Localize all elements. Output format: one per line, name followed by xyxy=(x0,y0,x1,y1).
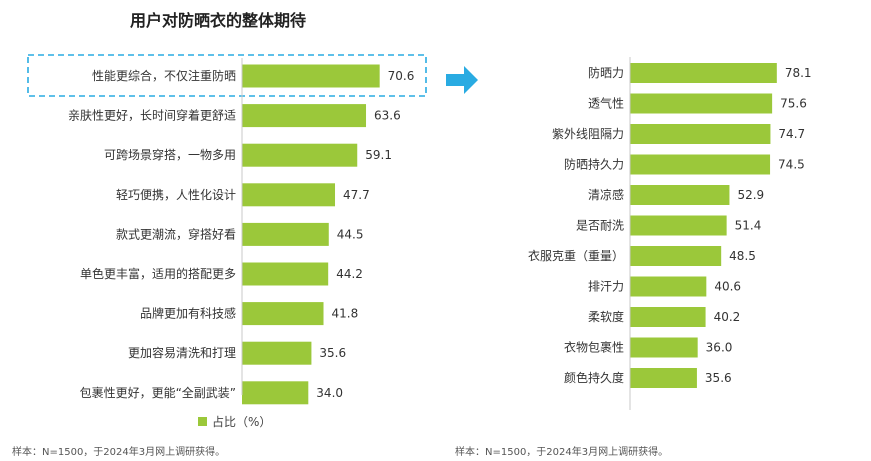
category-label: 排汗力 xyxy=(588,280,624,294)
bar xyxy=(630,307,706,327)
left-chart-title: 用户对防晒衣的整体期待 xyxy=(130,11,306,30)
bar xyxy=(630,154,771,175)
bar xyxy=(630,246,722,266)
value-label: 74.7 xyxy=(778,127,805,141)
left-bar-group: 性能更综合，不仅注重防晒 70.6 亲肤性更好，长时间穿着更舒适 63.6 可跨场景穿搭… xyxy=(68,64,415,405)
category-label: 是否耐洗 xyxy=(576,219,624,233)
value-label: 75.6 xyxy=(780,97,807,111)
right-arrow-icon xyxy=(446,66,478,94)
right-bar-group: 防晒力 78.1 透气性 75.6 紫外线阻隔力 74.7 防晒持久力 74.5 清凉感 52.9… xyxy=(528,63,812,388)
bar xyxy=(630,63,777,83)
value-label: 36.0 xyxy=(706,341,733,355)
bar xyxy=(630,93,773,114)
bar xyxy=(242,143,358,167)
category-label: 紫外线阻隔力 xyxy=(552,127,624,141)
bar xyxy=(630,337,698,358)
value-label: 40.2 xyxy=(714,310,741,324)
value-label: 44.2 xyxy=(336,267,363,281)
category-label: 品牌更加有科技感 xyxy=(140,306,236,321)
category-label: 可跨场景穿搭，一物多用 xyxy=(104,147,236,162)
category-label: 单色更丰富，适用的搭配更多 xyxy=(80,266,236,281)
value-label: 59.1 xyxy=(365,148,392,162)
bar xyxy=(630,215,727,236)
value-label: 44.5 xyxy=(337,227,364,241)
category-label: 清凉感 xyxy=(588,187,624,202)
bar xyxy=(242,341,312,365)
category-label: 衣服克重（重量） xyxy=(528,248,624,263)
bar xyxy=(630,124,771,144)
legend-swatch xyxy=(198,417,207,426)
bar xyxy=(242,183,336,207)
value-label: 63.6 xyxy=(374,109,401,123)
value-label: 35.6 xyxy=(705,371,732,385)
left-legend: 占比（%） xyxy=(198,414,271,429)
value-label: 48.5 xyxy=(729,249,756,263)
category-label: 衣物包裹性 xyxy=(564,340,624,355)
category-label: 性能更综合，不仅注重防晒 xyxy=(92,68,236,83)
bar xyxy=(630,185,730,205)
value-label: 40.6 xyxy=(714,280,741,294)
bar xyxy=(242,302,324,326)
legend-label: 占比（%） xyxy=(212,414,271,429)
bar xyxy=(242,64,380,88)
value-label: 34.0 xyxy=(316,386,343,400)
value-label: 70.6 xyxy=(388,69,415,83)
value-label: 35.6 xyxy=(319,346,346,360)
category-label: 颜色持久度 xyxy=(564,370,624,385)
category-label: 款式更潮流，穿搭好看 xyxy=(116,226,236,241)
value-label: 47.7 xyxy=(343,188,370,202)
value-label: 41.8 xyxy=(332,307,359,321)
category-label: 轻巧便携，人性化设计 xyxy=(116,187,236,202)
bar xyxy=(242,222,329,246)
bar xyxy=(630,368,697,388)
category-label: 防晒持久力 xyxy=(564,157,624,172)
bar xyxy=(242,381,309,405)
category-label: 亲肤性更好，长时间穿着更舒适 xyxy=(68,108,236,123)
value-label: 74.5 xyxy=(778,158,805,172)
category-label: 更加容易清洗和打理 xyxy=(128,345,236,360)
value-label: 51.4 xyxy=(735,219,762,233)
bar xyxy=(630,276,707,297)
category-label: 透气性 xyxy=(588,96,624,111)
category-label: 防晒力 xyxy=(588,65,624,80)
right-sample-note: 样本：N=1500，于2024年3月网上调研获得。 xyxy=(455,445,668,458)
category-label: 包裹性更好，更能“全副武装” xyxy=(80,385,236,400)
bar xyxy=(242,262,329,286)
value-label: 52.9 xyxy=(737,188,764,202)
value-label: 78.1 xyxy=(785,66,812,80)
category-label: 柔软度 xyxy=(588,309,624,324)
left-sample-note: 样本：N=1500，于2024年3月网上调研获得。 xyxy=(12,445,225,458)
bar xyxy=(242,104,367,128)
